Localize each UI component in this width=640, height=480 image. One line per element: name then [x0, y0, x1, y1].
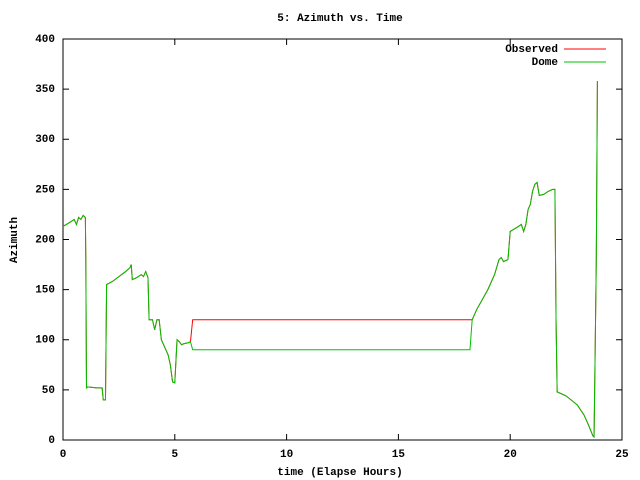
- x-tick-label: 0: [60, 449, 67, 461]
- y-axis-label: Azimuth: [9, 217, 21, 263]
- x-tick-label: 5: [171, 449, 178, 461]
- series-line: [62, 81, 598, 439]
- y-tick-label: 250: [35, 184, 55, 196]
- legend-label: Dome: [532, 57, 559, 69]
- y-tick-label: 50: [42, 385, 55, 397]
- legend-label: Observed: [505, 44, 558, 56]
- x-tick-label: 10: [280, 449, 293, 461]
- y-tick-label: 0: [48, 435, 55, 447]
- y-tick-label: 150: [35, 285, 55, 297]
- x-tick-label: 20: [504, 449, 517, 461]
- chart-title: 5: Azimuth vs. Time: [277, 13, 403, 25]
- x-tick-label: 15: [392, 449, 406, 461]
- y-tick-label: 400: [35, 34, 55, 46]
- y-tick-label: 100: [35, 335, 55, 347]
- x-axis-label: time (Elapse Hours): [277, 467, 402, 479]
- y-tick-label: 350: [35, 84, 55, 96]
- x-tick-label: 25: [615, 449, 629, 461]
- y-tick-label: 300: [35, 134, 55, 146]
- y-tick-label: 200: [35, 234, 55, 246]
